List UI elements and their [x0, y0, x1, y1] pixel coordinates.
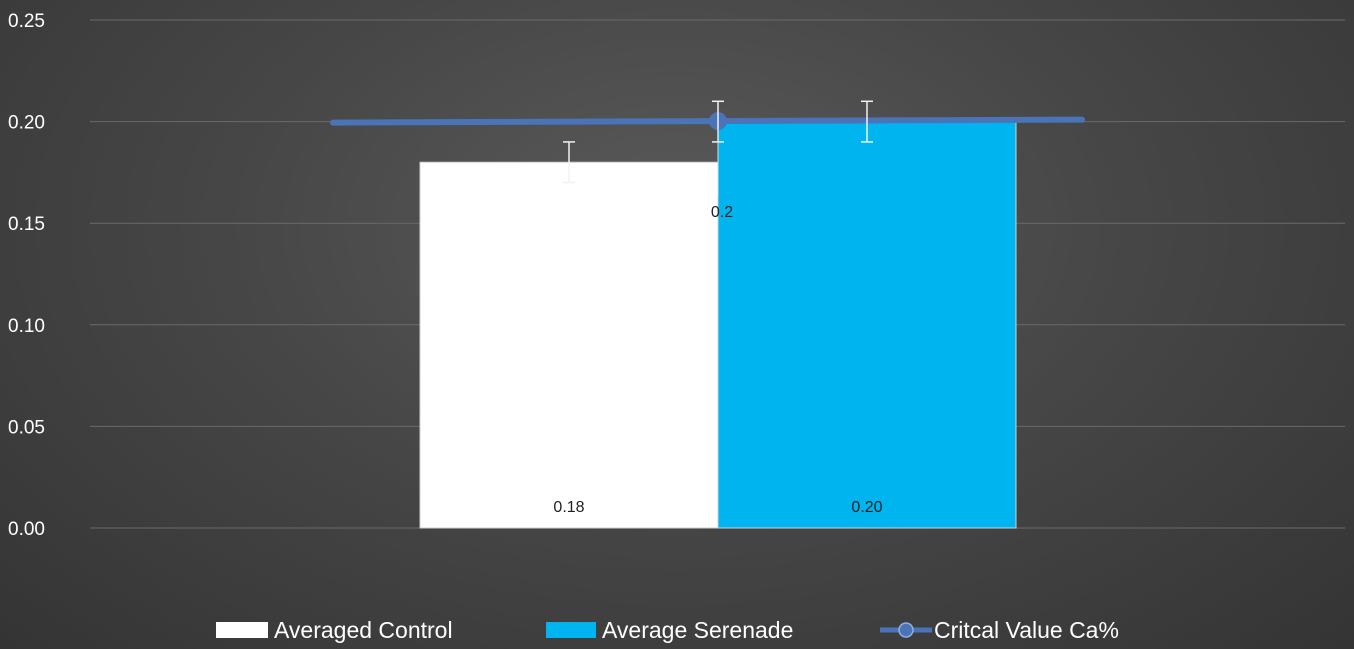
- legend-marker: [898, 622, 914, 638]
- data-label: 0.18: [553, 499, 584, 516]
- y-tick-label: 0.15: [8, 214, 45, 235]
- data-label: 0.20: [851, 499, 882, 516]
- legend-label: Critcal Value Ca%: [934, 617, 1119, 643]
- critical-value-line: [330, 116, 1085, 126]
- y-tick-label: 0.20: [8, 113, 45, 134]
- y-tick-label: 0.05: [8, 417, 45, 438]
- y-tick-label: 0.00: [8, 519, 45, 540]
- y-tick-label: 0.10: [8, 316, 45, 337]
- legend-swatch: [546, 622, 596, 638]
- legend-swatch: [216, 622, 268, 638]
- data-label: 0.2: [711, 204, 733, 221]
- y-tick-label: 0.25: [8, 11, 45, 32]
- legend-label: Average Serenade: [602, 617, 793, 643]
- bar: [717, 121, 1017, 529]
- bar: [419, 161, 719, 529]
- legend-label: Averaged Control: [274, 617, 453, 643]
